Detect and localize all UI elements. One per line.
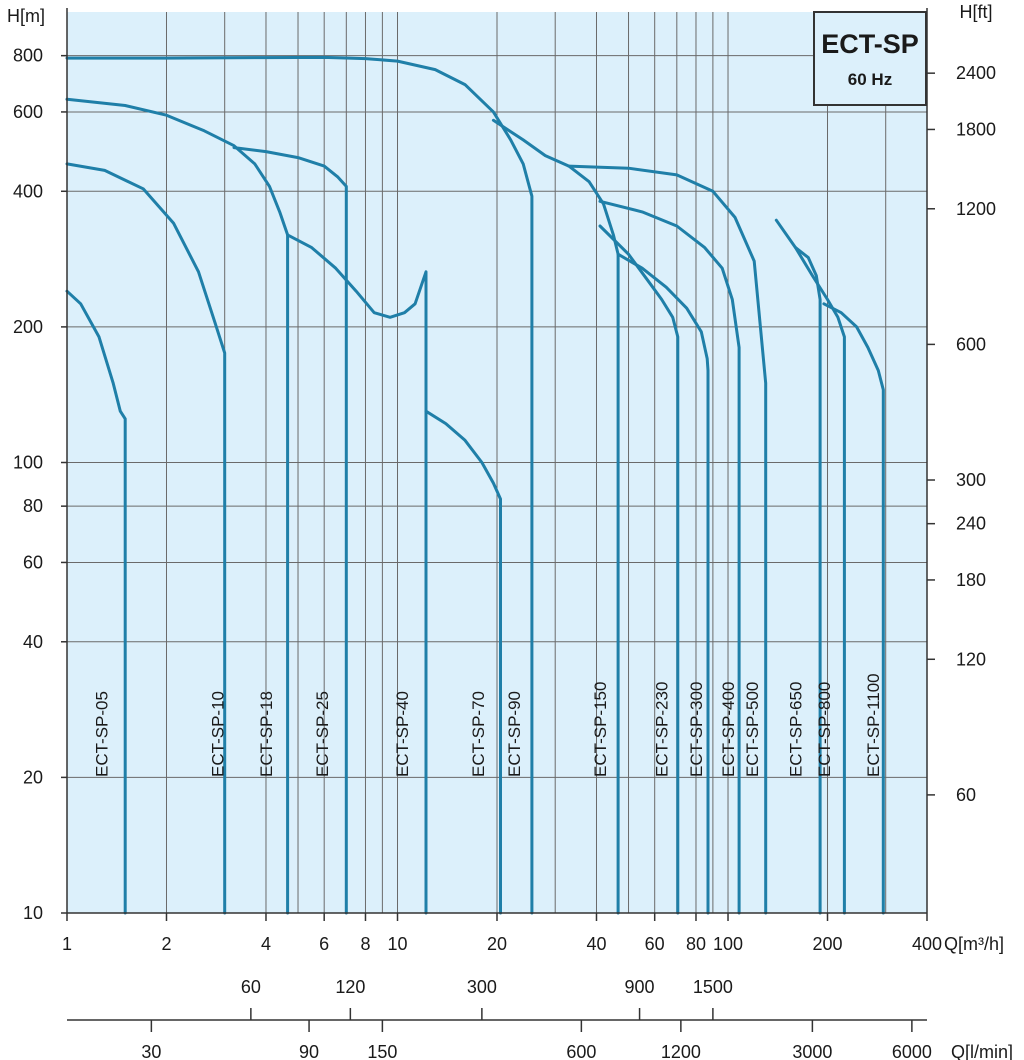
curve-ect-sp-40 xyxy=(286,233,428,915)
flow-lmin-tick-label-lower: 3000 xyxy=(792,1042,832,1060)
curve-label-ect-sp-400: ECT-SP-400 xyxy=(719,682,738,777)
right-tick-label: 1800 xyxy=(956,119,996,139)
curve-label-ect-sp-300: ECT-SP-300 xyxy=(687,682,706,777)
right-tick-label: 180 xyxy=(956,570,986,590)
left-tick-label: 40 xyxy=(23,632,43,652)
left-tick-label: 400 xyxy=(13,181,43,201)
left-tick-label: 800 xyxy=(13,46,43,66)
curve-ect-sp-05 xyxy=(65,289,127,915)
bottom-tick-label: 4 xyxy=(261,934,271,954)
left-tick-label: 600 xyxy=(13,102,43,122)
flow-lmin-tick-label-lower: 6000 xyxy=(892,1042,932,1060)
bottom-tick-label: 6 xyxy=(319,934,329,954)
bottom-tick-label: 80 xyxy=(686,934,706,954)
curve-ect-sp-800 xyxy=(774,218,846,915)
curve-label-ect-sp-230: ECT-SP-230 xyxy=(653,682,672,777)
curve-label-ect-sp-1100: ECT-SP-1100 xyxy=(864,673,883,777)
flow-lmin-tick-label-upper: 60 xyxy=(241,977,261,997)
curve-label-ect-sp-18: ECT-SP-18 xyxy=(257,691,276,777)
flow-lmin-tick-label-upper: 300 xyxy=(467,977,497,997)
flow-lmin-tick-label-lower: 30 xyxy=(141,1042,161,1060)
left-tick-label: 100 xyxy=(13,453,43,473)
curve-ect-sp-150 xyxy=(491,118,620,915)
chart-subtitle: 60 Hz xyxy=(848,70,892,89)
left-tick-label: 200 xyxy=(13,317,43,337)
right-tick-label: 120 xyxy=(956,649,986,669)
badge-box xyxy=(813,11,927,106)
right-tick-label: 1200 xyxy=(956,199,996,219)
right-tick-label: 240 xyxy=(956,514,986,534)
flow-lmin-tick-label-lower: 1200 xyxy=(661,1042,701,1060)
chart-title-badge: ECT-SP 60 Hz xyxy=(813,11,927,106)
bottom-tick-label: 10 xyxy=(387,934,407,954)
flow-lmin-tick-label-lower: 150 xyxy=(367,1042,397,1060)
flow-lmin-tick-label-upper: 120 xyxy=(335,977,365,997)
curve-label-ect-sp-650: ECT-SP-650 xyxy=(787,682,806,777)
flow-lmin-tick-label-lower: 90 xyxy=(299,1042,319,1060)
right-tick-label: 300 xyxy=(956,470,986,490)
curve-ect-sp-650 xyxy=(794,246,822,915)
bottom-tick-label: 400 xyxy=(912,934,942,954)
bottom-tick-label: 1 xyxy=(62,934,72,954)
left-tick-label: 10 xyxy=(23,903,43,923)
curve-ect-sp-230 xyxy=(598,224,680,915)
axes: 1020406080100200400600800601201802403006… xyxy=(7,2,1013,1060)
left-tick-label: 20 xyxy=(23,767,43,787)
curve-label-ect-sp-150: ECT-SP-150 xyxy=(591,682,610,777)
left-axis-title: H[m] xyxy=(7,6,45,26)
right-tick-label: 600 xyxy=(956,334,986,354)
flow-lmin-tick-label-lower: 600 xyxy=(566,1042,596,1060)
curve-ect-sp-400 xyxy=(598,199,741,915)
left-tick-label: 60 xyxy=(23,552,43,572)
bottom-tick-label: 2 xyxy=(161,934,171,954)
bottom-axis-title: Q[m³/h] xyxy=(944,934,1004,954)
flow-lmin-axis-title: Q[l/min] xyxy=(951,1042,1013,1060)
right-tick-label: 2400 xyxy=(956,63,996,83)
flow-lmin-tick-label-upper: 900 xyxy=(625,977,655,997)
bottom-tick-label: 8 xyxy=(360,934,370,954)
right-axis-title: H[ft] xyxy=(959,2,992,22)
curve-label-ect-sp-90: ECT-SP-90 xyxy=(505,691,524,777)
curve-label-ect-sp-05: ECT-SP-05 xyxy=(92,691,111,777)
curve-ect-sp-18 xyxy=(65,97,290,915)
curve-label-ect-sp-500: ECT-SP-500 xyxy=(743,682,762,777)
bottom-tick-label: 40 xyxy=(586,934,606,954)
bottom-tick-label: 60 xyxy=(645,934,665,954)
bottom-tick-label: 200 xyxy=(812,934,842,954)
chart-title: ECT-SP xyxy=(821,29,919,59)
flow-lmin-tick-label-upper: 1500 xyxy=(693,977,733,997)
performance-curves xyxy=(65,55,885,915)
curve-ect-sp-500 xyxy=(567,164,768,915)
curve-ect-sp-90 xyxy=(65,55,534,915)
curve-label-ect-sp-25: ECT-SP-25 xyxy=(313,691,332,777)
curve-ect-sp-1100 xyxy=(822,302,885,915)
curve-ect-sp-25 xyxy=(232,146,348,915)
curve-label-ect-sp-10: ECT-SP-10 xyxy=(208,691,227,777)
curve-ect-sp-10 xyxy=(65,162,227,915)
bottom-tick-label: 100 xyxy=(713,934,743,954)
curve-ect-sp-70 xyxy=(424,409,502,915)
curve-label-ect-sp-800: ECT-SP-800 xyxy=(815,682,834,777)
curve-labels: ECT-SP-05 ECT-SP-10 ECT-SP-18 ECT-SP-25 ECT-… xyxy=(92,673,883,777)
bottom-tick-label: 20 xyxy=(487,934,507,954)
left-tick-label: 80 xyxy=(23,496,43,516)
curve-ect-sp-300 xyxy=(616,252,710,915)
curve-label-ect-sp-70: ECT-SP-70 xyxy=(469,691,488,777)
right-tick-label: 60 xyxy=(956,785,976,805)
curve-label-ect-sp-40: ECT-SP-40 xyxy=(393,691,412,777)
